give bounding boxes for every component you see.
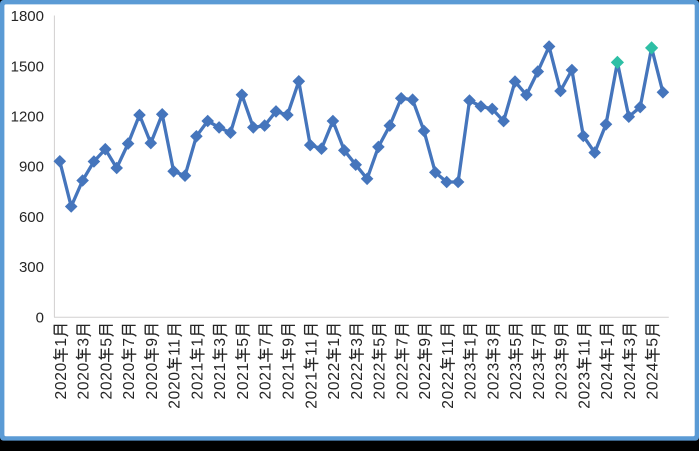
svg-text:1500: 1500: [11, 58, 44, 75]
svg-text:3: 3: [76, 337, 93, 346]
svg-text:3: 3: [485, 337, 502, 346]
svg-text:5: 5: [235, 337, 252, 346]
svg-text:2021: 2021: [281, 362, 298, 400]
svg-text:2023: 2023: [463, 362, 480, 400]
svg-text:2021: 2021: [235, 362, 252, 400]
svg-text:2022: 2022: [394, 362, 411, 400]
svg-text:7: 7: [531, 337, 548, 346]
svg-text:3: 3: [622, 337, 639, 346]
svg-text:11: 11: [303, 338, 320, 356]
svg-text:9: 9: [281, 337, 298, 346]
svg-text:1: 1: [326, 337, 343, 346]
svg-text:2020: 2020: [53, 362, 70, 400]
svg-text:9: 9: [554, 337, 571, 346]
svg-text:2021: 2021: [303, 371, 320, 409]
svg-text:2020: 2020: [76, 362, 93, 400]
svg-text:1: 1: [190, 337, 207, 346]
svg-text:11: 11: [440, 338, 457, 356]
svg-text:2023: 2023: [576, 371, 593, 409]
svg-text:600: 600: [19, 209, 44, 226]
svg-text:7: 7: [258, 337, 275, 346]
svg-text:2020: 2020: [98, 362, 115, 400]
svg-text:2023: 2023: [485, 362, 502, 400]
svg-text:2023: 2023: [554, 362, 571, 400]
svg-text:2024: 2024: [599, 362, 616, 400]
svg-text:2021: 2021: [190, 362, 207, 400]
svg-text:2021: 2021: [212, 362, 229, 400]
svg-text:3: 3: [212, 337, 229, 346]
svg-text:2022: 2022: [440, 371, 457, 409]
svg-text:2020: 2020: [121, 362, 138, 400]
svg-text:9: 9: [144, 337, 161, 346]
svg-text:7: 7: [394, 337, 411, 346]
svg-text:2022: 2022: [372, 362, 389, 400]
svg-text:1: 1: [599, 337, 616, 346]
svg-text:11: 11: [167, 338, 184, 356]
svg-text:300: 300: [19, 259, 44, 276]
svg-text:9: 9: [417, 337, 434, 346]
svg-text:0: 0: [36, 309, 44, 326]
svg-text:900: 900: [19, 159, 44, 176]
svg-text:2022: 2022: [349, 362, 366, 400]
svg-text:2024: 2024: [645, 362, 662, 400]
svg-text:11: 11: [576, 338, 593, 356]
svg-text:2020: 2020: [167, 371, 184, 409]
svg-text:1: 1: [463, 337, 480, 346]
svg-text:1: 1: [53, 337, 70, 346]
svg-text:5: 5: [98, 337, 115, 346]
svg-text:3: 3: [349, 337, 366, 346]
svg-text:2022: 2022: [417, 362, 434, 400]
svg-text:2023: 2023: [508, 362, 525, 400]
svg-text:1200: 1200: [11, 109, 44, 126]
svg-text:2021: 2021: [258, 362, 275, 400]
svg-text:2020: 2020: [144, 362, 161, 400]
svg-text:5: 5: [645, 337, 662, 346]
svg-text:2024: 2024: [622, 362, 639, 400]
svg-text:5: 5: [508, 337, 525, 346]
svg-text:5: 5: [372, 337, 389, 346]
svg-text:7: 7: [121, 337, 138, 346]
svg-text:1800: 1800: [11, 8, 44, 25]
svg-text:2022: 2022: [326, 362, 343, 400]
svg-text:2023: 2023: [531, 362, 548, 400]
